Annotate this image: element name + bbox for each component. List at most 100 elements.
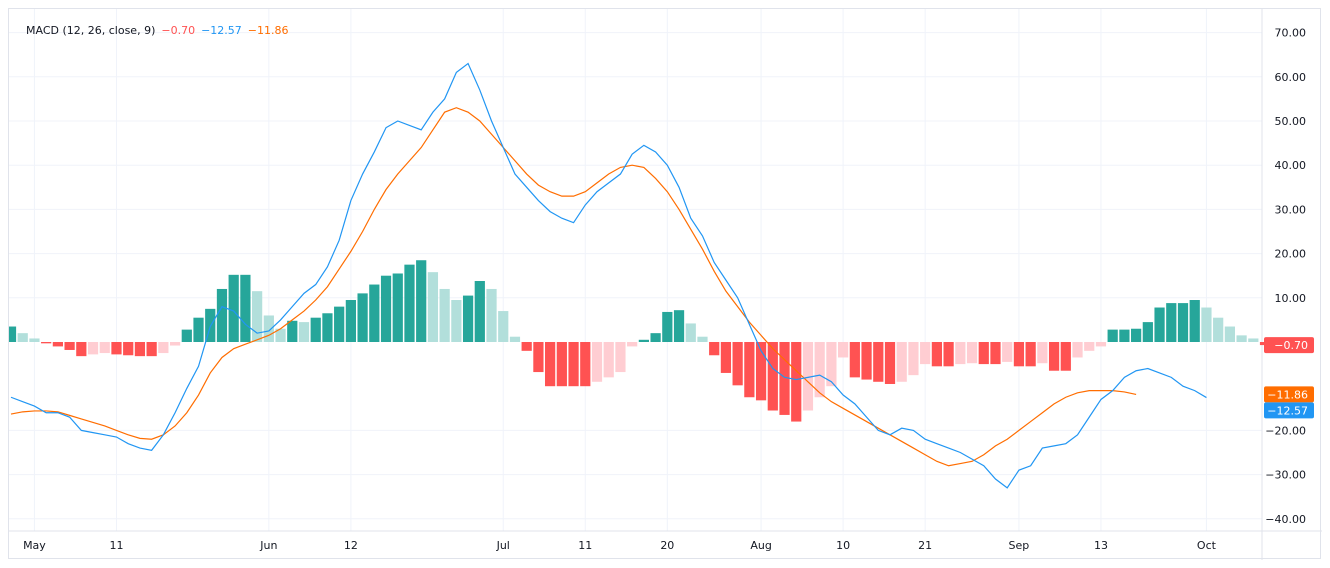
price-tick-label: 70.00 <box>1275 27 1307 40</box>
price-badge-label: −12.57 <box>1267 404 1308 417</box>
histogram-bar <box>838 342 849 358</box>
histogram-bar <box>931 342 942 367</box>
histogram-bar <box>99 342 110 354</box>
histogram-bar <box>111 342 122 355</box>
histogram-bar <box>908 342 919 376</box>
histogram-bar <box>169 342 181 346</box>
time-tick-label: Jul <box>496 539 510 552</box>
histogram-bar <box>146 342 157 357</box>
histogram-bar <box>1037 342 1048 364</box>
price-tick-label: −20.00 <box>1265 424 1306 437</box>
histogram-bar <box>861 342 872 380</box>
price-badge <box>1264 386 1314 403</box>
histogram-bar <box>826 342 837 387</box>
histogram-bar <box>685 323 696 342</box>
histogram-bar <box>955 342 966 365</box>
histogram-bar <box>416 260 427 342</box>
time-axis[interactable]: May 11 Jun 12 Jul 11 20 Aug 10 21 Sep 13 Oct <box>23 539 1217 552</box>
histogram-bar <box>404 264 415 342</box>
histogram-bar <box>1166 303 1177 342</box>
macd-chart[interactable]: 70.00 60.00 50.00 40.00 30.00 20.00 10.00 −20.0… <box>9 9 1322 560</box>
histogram-bar <box>462 295 474 342</box>
histogram-bar <box>849 342 860 378</box>
price-badges: −0.70 −11.86 −12.57 <box>1264 337 1314 419</box>
histogram-bar <box>181 329 192 342</box>
histogram-bar <box>990 342 1001 365</box>
histogram-bar <box>720 342 732 373</box>
histogram-bar <box>521 342 532 351</box>
histogram-bar <box>1048 342 1060 371</box>
histogram-bar <box>1142 322 1153 342</box>
price-badge-label: −0.70 <box>1274 339 1308 352</box>
histogram-bar <box>1119 329 1130 342</box>
chart-frame: 70.00 60.00 50.00 40.00 30.00 20.00 10.00 −20.0… <box>8 8 1322 560</box>
histogram-bar <box>87 342 99 355</box>
histogram-bar <box>556 342 567 387</box>
histogram-bar <box>123 342 134 356</box>
histogram-bar <box>1013 342 1025 367</box>
grid-lines <box>9 9 1322 560</box>
indicator-legend[interactable]: MACD (12, 26, close, 9) −0.70 −12.57 −11.86 <box>26 24 295 37</box>
histogram-bar <box>709 342 720 356</box>
price-tick-label: 20.00 <box>1275 248 1307 261</box>
price-tick-label: 50.00 <box>1275 115 1307 128</box>
histogram-bar <box>380 275 392 342</box>
price-badge-label: −11.86 <box>1267 388 1308 401</box>
histogram-bar <box>978 342 989 365</box>
legend-macd-value: −12.57 <box>201 24 242 37</box>
legend-hist-value: −0.70 <box>161 24 196 37</box>
histogram-bar <box>673 310 685 342</box>
histogram-bar <box>1201 307 1212 342</box>
histogram-bar <box>591 342 603 382</box>
legend-signal-value: −11.86 <box>247 24 289 37</box>
histogram-bar <box>638 339 649 342</box>
price-axis[interactable]: 70.00 60.00 50.00 40.00 30.00 20.00 10.00 −20.0… <box>1265 27 1306 526</box>
histogram-bar <box>134 342 146 357</box>
price-tick-label: 60.00 <box>1275 71 1307 84</box>
histogram-bar <box>439 288 450 342</box>
legend-title: MACD (12, 26, close, 9) <box>26 24 156 37</box>
histogram-bar <box>17 333 28 342</box>
histogram-bar <box>474 281 485 342</box>
price-badge <box>1264 337 1314 354</box>
histogram-bar <box>779 342 790 415</box>
histogram-bar <box>814 342 825 398</box>
histogram-bar <box>755 342 767 401</box>
price-tick-label: −30.00 <box>1265 469 1306 482</box>
time-tick-label: 11 <box>578 539 592 552</box>
histogram-bar <box>310 317 321 342</box>
histogram-bar <box>1095 342 1107 347</box>
histogram-bar <box>767 342 778 411</box>
time-tick-label: 20 <box>660 539 674 552</box>
histogram-bar <box>603 342 614 378</box>
histogram-bar <box>298 322 310 342</box>
histogram-bar <box>1002 342 1013 362</box>
histogram-bar <box>240 274 251 342</box>
histogram-series <box>9 260 1271 422</box>
histogram-bar <box>1213 317 1224 342</box>
histogram-bar <box>1224 326 1235 342</box>
price-tick-label: 40.00 <box>1275 159 1307 172</box>
histogram-bar <box>791 342 802 422</box>
histogram-bar <box>744 342 755 398</box>
histogram-bar <box>533 342 544 373</box>
histogram-bar <box>920 342 931 365</box>
time-tick-label: Aug <box>750 539 771 552</box>
time-tick-label: 13 <box>1094 539 1108 552</box>
histogram-bar <box>322 313 333 342</box>
time-tick-label: Oct <box>1197 539 1217 552</box>
histogram-bar <box>357 293 368 342</box>
time-tick-label: 21 <box>918 539 932 552</box>
histogram-bar <box>76 342 87 357</box>
histogram-bar <box>896 342 907 382</box>
histogram-bar <box>568 342 579 387</box>
histogram-bar <box>1107 329 1118 342</box>
histogram-bar <box>64 342 75 350</box>
histogram-bar <box>732 342 743 386</box>
histogram-bar <box>650 333 661 342</box>
histogram-bar <box>287 320 298 342</box>
signal-line <box>10 107 1137 467</box>
price-tick-label: −40.00 <box>1265 513 1306 526</box>
histogram-bar <box>345 300 356 342</box>
histogram-bar <box>228 274 239 342</box>
